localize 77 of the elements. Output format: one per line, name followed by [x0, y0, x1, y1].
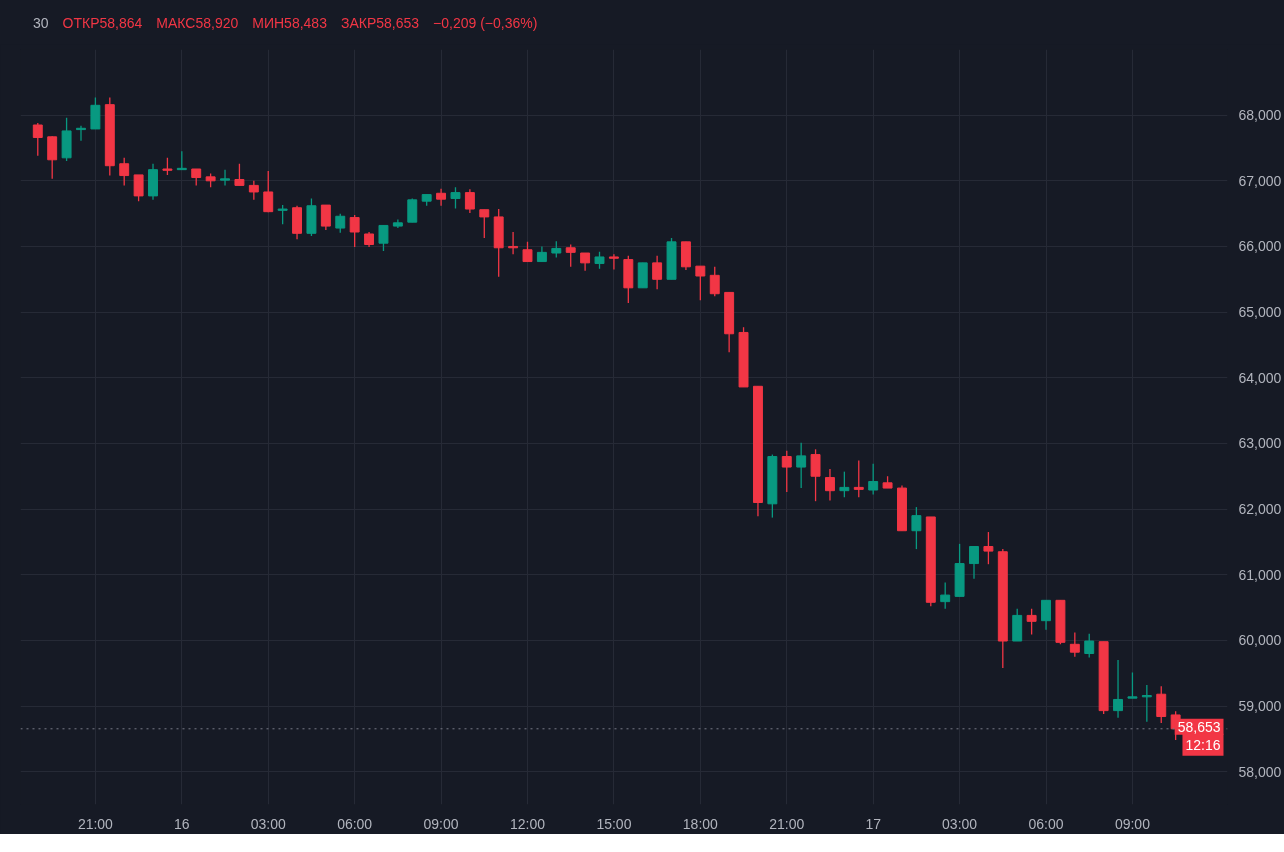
y-tick-label: 67,000: [1238, 172, 1282, 189]
x-tick-label: 06:00: [1028, 815, 1064, 832]
candlestick: [565, 243, 576, 268]
candlestick: [781, 449, 792, 493]
y-tick-label: 62,000: [1238, 501, 1282, 518]
x-tick-label: 03:00: [250, 815, 286, 832]
candlestick: [508, 231, 519, 255]
y-tick-label: 65,000: [1238, 304, 1282, 321]
text: ЗАКР58,653: [340, 15, 420, 31]
candlestick: [450, 186, 461, 210]
candlestick: [911, 506, 922, 550]
candlestick: [853, 459, 864, 498]
candlestick: [234, 163, 245, 187]
candlestick: [119, 157, 130, 187]
candlestick: [277, 204, 288, 225]
x-tick-label: 12:00: [509, 815, 546, 832]
candlestick: [983, 531, 994, 565]
candlestick: [220, 168, 230, 187]
x-tick-label: 15:00: [596, 815, 632, 832]
candlestick: [464, 188, 475, 214]
candlestick: [349, 214, 360, 248]
x-tick-label: 03:00: [942, 815, 978, 832]
y-tick-label: 63,000: [1238, 435, 1282, 452]
candlestick: [263, 170, 274, 213]
candlestick: [608, 253, 619, 271]
candlestick: [90, 96, 101, 130]
x-tick-label: 18:00: [682, 815, 719, 832]
candlestick: [479, 209, 490, 239]
x-tick-label: 21:00: [77, 815, 114, 832]
x-tick-label: 09:00: [1114, 815, 1151, 832]
y-tick-label: 66,000: [1238, 238, 1282, 255]
candlestick: [1084, 633, 1095, 659]
candlestick: [248, 180, 259, 201]
candlestick: [1069, 631, 1080, 658]
candlestick: [320, 204, 331, 231]
candlestick: [1041, 599, 1051, 631]
candlestick: [868, 463, 879, 496]
text: ОТКР58,864: [62, 15, 143, 31]
candlestick: [825, 468, 835, 502]
x-tick-label: 06:00: [337, 815, 373, 832]
candlestick: [76, 125, 86, 142]
candlestick: [969, 545, 979, 580]
candlestick: [839, 470, 850, 498]
candlestick: [522, 241, 533, 263]
candlestick: [709, 266, 720, 297]
candlestick: [695, 265, 706, 301]
y-tick-label: 64,000: [1238, 369, 1282, 386]
candlestick: [335, 212, 346, 234]
y-tick-label: 59,000: [1238, 698, 1282, 715]
y-tick-label: 61,000: [1238, 566, 1282, 583]
candlestick: [940, 581, 951, 610]
text: −0,209 (−0,36%): [433, 15, 538, 31]
y-tick-label: 60,000: [1238, 632, 1282, 649]
ref-line-label: 58,653 12:16: [1177, 718, 1221, 753]
candlestick: [32, 122, 43, 157]
chart-title: 30: [33, 15, 49, 31]
text: МАКС58,920: [156, 15, 239, 31]
candlestick: [133, 174, 144, 202]
candlestick: [1026, 608, 1037, 636]
y-tick-label: 58,000: [1238, 763, 1282, 780]
y-tick-label: 68,000: [1238, 107, 1282, 124]
candlestick: [810, 448, 821, 502]
candlestick: [436, 188, 447, 207]
x-tick-label: 21:00: [769, 815, 805, 832]
candlestick: [1127, 671, 1138, 699]
candlestick: [796, 442, 807, 489]
x-tick-label: 09:00: [423, 815, 459, 832]
text: МИН58,483: [252, 15, 327, 31]
candlestick: [1141, 684, 1152, 723]
candlestick: [47, 135, 58, 180]
candlestick: [176, 150, 187, 171]
candlestick: [1156, 685, 1167, 724]
x-tick-label: 16: [174, 815, 190, 832]
candlestick: [652, 255, 663, 290]
candlestick: [1113, 659, 1123, 719]
candlestick: [378, 224, 389, 252]
x-tick-label: 17: [865, 815, 882, 832]
